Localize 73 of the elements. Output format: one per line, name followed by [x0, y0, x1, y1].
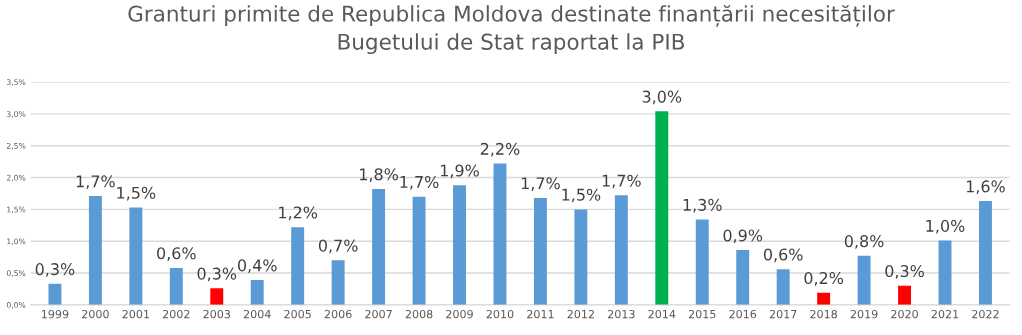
- x-tick-label: 2003: [203, 309, 231, 319]
- bar: [776, 269, 790, 305]
- x-tick-label: 2005: [284, 309, 311, 319]
- data-label: 0,8%: [844, 235, 884, 249]
- bar: [978, 201, 992, 305]
- data-label: 1,9%: [440, 164, 479, 179]
- bar: [129, 207, 143, 305]
- x-tick-label: 2018: [810, 309, 838, 319]
- data-label: 0,9%: [723, 229, 763, 244]
- data-label: 0,7%: [318, 239, 358, 254]
- data-label: 1,3%: [683, 198, 722, 213]
- data-label: 0,6%: [763, 248, 803, 263]
- data-label: 1,6%: [966, 180, 1005, 195]
- bar: [291, 227, 305, 305]
- bar: [533, 197, 547, 305]
- bar: [210, 288, 224, 305]
- x-tick-label: 2006: [324, 309, 352, 319]
- data-label: 2,2%: [480, 142, 520, 157]
- x-tick-label: 2009: [446, 309, 473, 319]
- x-tick-label: 2022: [972, 309, 999, 319]
- x-tick-label: 2000: [82, 309, 109, 319]
- bar: [938, 240, 952, 305]
- data-label: 1,5%: [562, 188, 601, 203]
- bar: [695, 219, 709, 305]
- data-label: 1,7%: [76, 175, 115, 189]
- bar: [372, 189, 386, 305]
- bar: [412, 196, 426, 305]
- data-label: 0,4%: [237, 259, 277, 274]
- x-tick-label: 2010: [486, 309, 514, 319]
- data-label: 0,3%: [35, 263, 75, 277]
- x-tick-label: 2021: [931, 309, 959, 319]
- bar: [857, 255, 871, 305]
- x-tick-label: 1999: [42, 309, 69, 319]
- x-tick-label: 2017: [769, 309, 797, 319]
- x-tick-label: 2011: [527, 309, 554, 319]
- data-label: 1,2%: [279, 206, 318, 221]
- x-tick-label: 2015: [688, 309, 716, 319]
- x-tick-label: 2014: [648, 309, 676, 319]
- x-tick-label: 2007: [365, 309, 392, 319]
- bar: [88, 196, 102, 305]
- x-tick-label: 2008: [405, 309, 433, 319]
- data-label: 1,7%: [602, 174, 641, 189]
- bar: [493, 163, 507, 305]
- chart-title: Granturi primite de Republica Moldova destinate finanțării necesităților Bugetului de Stat raportat la PIB: [128, 5, 895, 55]
- bar: [574, 209, 588, 305]
- data-label: 3,0%: [642, 90, 682, 105]
- data-label: 1,7%: [400, 175, 439, 190]
- x-tick-label: 2013: [608, 309, 635, 319]
- bar: [817, 292, 831, 305]
- x-tick-label: 2016: [729, 309, 757, 319]
- data-label: 1,0%: [926, 219, 965, 234]
- data-label: 1,8%: [360, 168, 398, 182]
- bar: [331, 260, 345, 305]
- bar: [736, 250, 750, 305]
- data-label: 0,6%: [157, 247, 196, 261]
- x-tick-label: 2012: [567, 309, 594, 319]
- data-label: 1,5%: [117, 186, 156, 201]
- bar: [453, 185, 466, 305]
- x-tick-label: 2001: [122, 309, 149, 319]
- bar: [655, 111, 669, 305]
- data-label: 0,3%: [197, 267, 237, 282]
- x-tick-label: 2002: [162, 309, 190, 319]
- data-label: 1,7%: [521, 177, 560, 191]
- data-label: 0,3%: [885, 265, 924, 279]
- bar: [250, 280, 264, 305]
- x-tick-label: 2020: [891, 309, 918, 319]
- data-label: 0,2%: [804, 272, 844, 286]
- bar: [169, 267, 183, 305]
- bar: [898, 285, 912, 305]
- x-tick-label: 2019: [850, 309, 878, 319]
- x-tick-label: 2004: [243, 309, 271, 319]
- bar: [614, 195, 628, 305]
- bar: [48, 283, 62, 305]
